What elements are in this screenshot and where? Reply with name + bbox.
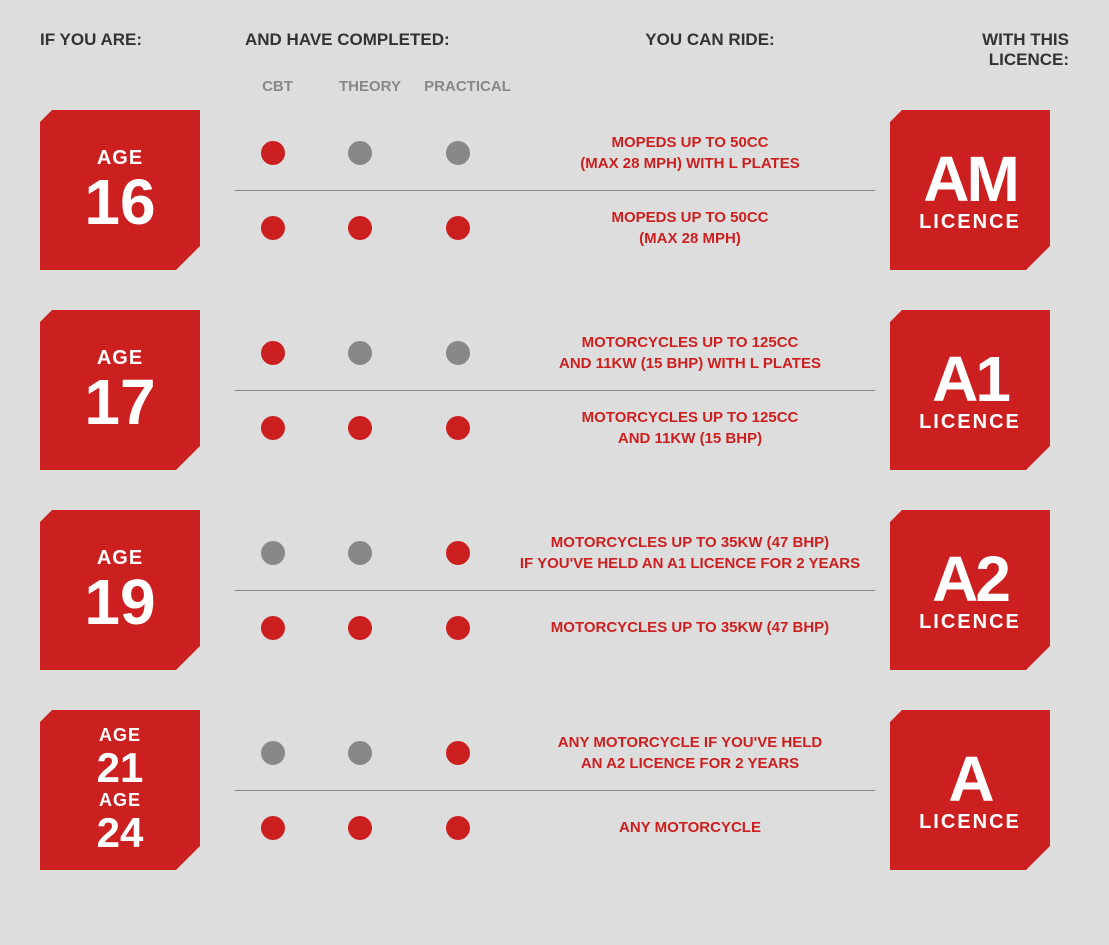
age-badge: AGE19 <box>40 510 200 670</box>
ride-description: MOPEDS UP TO 50CC(MAX 28 MPH) <box>505 207 875 249</box>
age-number: 21 <box>97 746 144 790</box>
header-age: IF YOU ARE: <box>40 30 235 70</box>
age-number: 17 <box>84 370 155 434</box>
path-row: ANY MOTORCYCLE IF YOU'VE HELDAN A2 LICEN… <box>235 718 875 788</box>
age-number: 16 <box>84 170 155 234</box>
dot-required-icon <box>446 216 470 240</box>
dot-required-icon <box>261 341 285 365</box>
dot-required-icon <box>348 816 372 840</box>
path-row: MOPEDS UP TO 50CC(MAX 28 MPH) WITH L PLA… <box>235 118 875 188</box>
divider <box>235 790 875 791</box>
age-label: AGE <box>99 790 141 811</box>
path-row: ANY MOTORCYCLE <box>235 793 875 863</box>
divider <box>235 590 875 591</box>
dot-required-icon <box>261 216 285 240</box>
path-row: MOTORCYCLES UP TO 35KW (47 BHP) <box>235 593 875 663</box>
ride-description: MOTORCYCLES UP TO 125CCAND 11KW (15 BHP) <box>505 407 875 449</box>
path-row: MOTORCYCLES UP TO 125CCAND 11KW (15 BHP)… <box>235 318 875 388</box>
sub-headers: CBT THEORY PRACTICAL <box>40 78 1069 95</box>
licence-row: AGE21AGE24ANY MOTORCYCLE IF YOU'VE HELDA… <box>40 710 1069 870</box>
ride-description: MOTORCYCLES UP TO 125CCAND 11KW (15 BHP)… <box>505 332 875 374</box>
dot-required-icon <box>446 416 470 440</box>
rows-container: AGE16MOPEDS UP TO 50CC(MAX 28 MPH) WITH … <box>40 110 1069 870</box>
licence-row: AGE19 MOTORCYCLES UP TO 35KW (47 BHP)IF Y… <box>40 510 1069 670</box>
paths-block: MOPEDS UP TO 50CC(MAX 28 MPH) WITH L PLA… <box>220 118 890 263</box>
dot-required-icon <box>446 616 470 640</box>
path-row: MOTORCYCLES UP TO 125CCAND 11KW (15 BHP) <box>235 393 875 463</box>
dot-notrequired-icon <box>446 341 470 365</box>
header-licence: WITH THIS LICENCE: <box>905 30 1069 70</box>
paths-block: MOTORCYCLES UP TO 125CCAND 11KW (15 BHP)… <box>220 318 890 463</box>
age-label: AGE <box>99 725 141 746</box>
licence-word: LICENCE <box>919 811 1021 834</box>
licence-badge: AMLICENCE <box>890 110 1050 270</box>
dot-notrequired-icon <box>261 741 285 765</box>
dot-required-icon <box>261 141 285 165</box>
dot-required-icon <box>348 416 372 440</box>
licence-code: A1 <box>932 347 1008 411</box>
path-row: MOTORCYCLES UP TO 35KW (47 BHP)IF YOU'VE… <box>235 518 875 588</box>
age-number: 19 <box>84 570 155 634</box>
age-badge: AGE16 <box>40 110 200 270</box>
dot-required-icon <box>261 616 285 640</box>
column-headers: IF YOU ARE: AND HAVE COMPLETED: YOU CAN … <box>40 30 1069 70</box>
divider <box>235 390 875 391</box>
ride-description: ANY MOTORCYCLE IF YOU'VE HELDAN A2 LICEN… <box>505 732 875 774</box>
dot-required-icon <box>446 741 470 765</box>
dot-required-icon <box>446 816 470 840</box>
ride-description: MOPEDS UP TO 50CC(MAX 28 MPH) WITH L PLA… <box>505 132 875 174</box>
dot-required-icon <box>261 416 285 440</box>
licence-badge: A2LICENCE <box>890 510 1050 670</box>
paths-block: MOTORCYCLES UP TO 35KW (47 BHP)IF YOU'VE… <box>220 518 890 663</box>
dot-required-icon <box>446 541 470 565</box>
dot-notrequired-icon <box>348 141 372 165</box>
licence-word: LICENCE <box>919 611 1021 634</box>
paths-block: ANY MOTORCYCLE IF YOU'VE HELDAN A2 LICEN… <box>220 718 890 863</box>
dot-required-icon <box>348 616 372 640</box>
ride-description: MOTORCYCLES UP TO 35KW (47 BHP) <box>505 617 875 638</box>
dot-required-icon <box>348 216 372 240</box>
subheader-theory: THEORY <box>320 78 420 95</box>
subheader-cbt: CBT <box>235 78 320 95</box>
licence-code: A <box>948 747 991 811</box>
dot-notrequired-icon <box>348 541 372 565</box>
ride-description: MOTORCYCLES UP TO 35KW (47 BHP)IF YOU'VE… <box>505 532 875 574</box>
licence-badge: A1LICENCE <box>890 310 1050 470</box>
path-row: MOPEDS UP TO 50CC(MAX 28 MPH) <box>235 193 875 263</box>
subheader-practical: PRACTICAL <box>420 78 515 95</box>
ride-description: ANY MOTORCYCLE <box>505 817 875 838</box>
licence-row: AGE17 MOTORCYCLES UP TO 125CCAND 11KW (15… <box>40 310 1069 470</box>
licence-word: LICENCE <box>919 211 1021 234</box>
age-badge: AGE17 <box>40 310 200 470</box>
licence-badge: ALICENCE <box>890 710 1050 870</box>
age-number: 24 <box>97 811 144 855</box>
dot-notrequired-icon <box>446 141 470 165</box>
licence-code: A2 <box>932 547 1008 611</box>
licence-code: AM <box>923 147 1017 211</box>
header-ride: YOU CAN RIDE: <box>515 30 905 70</box>
licence-row: AGE16 MOPEDS UP TO 50CC(MAX 28 MPH) WITH … <box>40 110 1069 270</box>
age-badge: AGE21AGE24 <box>40 710 200 870</box>
dot-notrequired-icon <box>348 341 372 365</box>
dot-notrequired-icon <box>261 541 285 565</box>
licence-word: LICENCE <box>919 411 1021 434</box>
dot-notrequired-icon <box>348 741 372 765</box>
divider <box>235 190 875 191</box>
header-completed: AND HAVE COMPLETED: <box>235 30 515 70</box>
dot-required-icon <box>261 816 285 840</box>
